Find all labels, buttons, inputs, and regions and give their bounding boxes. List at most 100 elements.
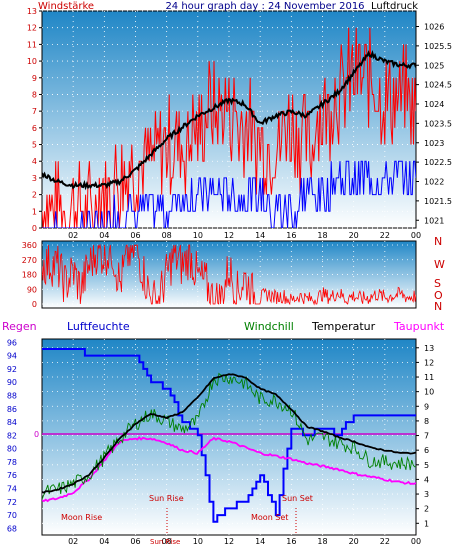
- panel-1-x-tick-label: 12: [224, 231, 234, 240]
- luftfeuchte-tick-label: 68: [7, 524, 17, 533]
- temperatur-tick-label: 10: [424, 388, 434, 397]
- panel-1-x-tick-label: 20: [349, 231, 359, 240]
- luftfeuchte-tick-label: 80: [7, 445, 17, 454]
- taupunkt-line: [42, 436, 416, 503]
- sun-rise-axis-label: Sun Rise: [150, 538, 180, 546]
- sun-set-label: Sun Set: [282, 494, 313, 503]
- luftdruck-tick-label: 1024: [424, 100, 444, 109]
- luftdruck-tick-label: 1023: [424, 139, 444, 148]
- luftdruck-tick-label: 1021: [424, 216, 444, 225]
- panel-1-x-tick-label: 10: [193, 231, 203, 240]
- temperatur-tick-label: 2: [424, 505, 429, 514]
- panel-3-x-tick-label: 02: [68, 537, 78, 546]
- legend-luftfeuchte: Luftfeuchte: [67, 320, 130, 333]
- luftfeuchte-tick-label: 94: [7, 352, 17, 361]
- windstaerke-tick-label: 4: [32, 157, 37, 166]
- panel-2-left-axis: 0 90 180 270 360: [22, 241, 37, 309]
- windstaerke-tick-label: 8: [32, 90, 37, 99]
- luftdruck-axis-label: Luftdruck: [371, 1, 418, 12]
- panel-3-x-tick-label: 14: [255, 537, 265, 546]
- windrichtung-tick-label: 360: [22, 241, 37, 250]
- windrichtung-tick-label: 180: [22, 271, 37, 280]
- luftdruck-tick-label: 1022.5: [424, 158, 452, 167]
- panel-3-x-tick-label: 18: [317, 537, 327, 546]
- windstaerke-tick-label: 3: [32, 174, 37, 183]
- luftfeuchte-tick-label: 92: [7, 365, 17, 374]
- luftdruck-tick-label: 1023.5: [424, 119, 452, 128]
- panel-3-x-tick-label: 20: [349, 537, 359, 546]
- panel-3-x-tick-label: 00: [411, 537, 421, 546]
- luftdruck-tick-label: 1026: [424, 23, 444, 32]
- panel-1-x-tick-label: 02: [68, 231, 78, 240]
- panel-1-x-tick-label: 04: [99, 231, 109, 240]
- windstaerke-tick-label: 11: [27, 40, 37, 49]
- panel-1-x-tick-label: 16: [286, 231, 296, 240]
- temperatur-tick-label: 1: [424, 519, 429, 528]
- windstaerke-tick-label: 5: [32, 141, 37, 150]
- windrichtung-line: [42, 243, 416, 306]
- luftfeuchte-tick-label: 88: [7, 391, 17, 400]
- windstaerke-tick-label: 7: [32, 107, 37, 116]
- panel-3-x-tick-label: 22: [380, 537, 390, 546]
- luftfeuchte-tick-label: 78: [7, 458, 17, 467]
- moon-set-label: Moon Set: [251, 513, 288, 522]
- chart-title: 24 hour graph day : 24 November 2016: [165, 1, 364, 12]
- windrichtung-tick-label: 270: [22, 256, 37, 265]
- panel-1-x-tick-label: 06: [130, 231, 140, 240]
- temperatur-tick-label: 4: [424, 475, 429, 484]
- panel-3-x-tick-label: 04: [99, 537, 109, 546]
- windstaerke-tick-label: 0: [32, 224, 37, 233]
- panel-1-x-tick-label: 14: [255, 231, 265, 240]
- temperatur-tick-label: 8: [424, 417, 429, 426]
- luftdruck-tick-label: 1022: [424, 178, 444, 187]
- compass-label: S: [434, 277, 441, 290]
- luftdruck-tick-label: 1025: [424, 61, 444, 70]
- temperatur-tick-label: 6: [424, 446, 429, 455]
- temperatur-line: [42, 373, 416, 494]
- compass-label: O: [434, 289, 443, 302]
- panel-1-x-axis: 02 04 06 08 10 12 14 16 18 20 22 00: [68, 231, 421, 240]
- panel-3-left-axis: 68 70 72 74 76 78 80 82 84 86 88 90 92 94 96: [7, 338, 17, 533]
- legend-windchill: Windchill: [244, 320, 294, 333]
- windstaerke-tick-label: 12: [27, 24, 37, 33]
- legend-taupunkt: Taupunkt: [393, 320, 445, 333]
- panel-1-x-tick-label: 00: [411, 231, 421, 240]
- luftdruck-tick-label: 1021.5: [424, 197, 452, 206]
- windstaerke-tick-label: 6: [32, 124, 37, 133]
- sun-rise-label: Sun Rise: [149, 494, 184, 503]
- panel-1-x-tick-label: 08: [162, 231, 172, 240]
- luftfeuchte-tick-label: 72: [7, 498, 17, 507]
- luftfeuchte-tick-label: 76: [7, 471, 17, 480]
- panel-1-series: [42, 27, 416, 228]
- rain-zero-label: 0: [34, 430, 39, 439]
- windstaerke-line: [42, 27, 416, 228]
- panel-1-x-tick-label: 22: [380, 231, 390, 240]
- luftfeuchte-line: [42, 348, 416, 523]
- luftfeuchte-tick-label: 74: [7, 484, 17, 493]
- compass-label: W: [434, 258, 445, 271]
- panel-3-x-tick-label: 08: [162, 537, 172, 546]
- luftfeuchte-tick-label: 70: [7, 511, 17, 520]
- luftfeuchte-tick-label: 82: [7, 431, 17, 440]
- compass-label: N: [434, 235, 442, 248]
- temperatur-tick-label: 5: [424, 461, 429, 470]
- luftdruck-tick-label: 1024.5: [424, 81, 452, 90]
- temperatur-tick-label: 7: [424, 432, 429, 441]
- panel-3-background: [41, 338, 417, 536]
- legend-regen: Regen: [2, 320, 37, 333]
- luftfeuchte-tick-label: 90: [7, 378, 17, 387]
- compass-label: N: [434, 300, 442, 313]
- panel-3-x-tick-label: 16: [286, 537, 296, 546]
- luftdruck-tick-label: 1025.5: [424, 42, 452, 51]
- luftfeuchte-tick-label: 86: [7, 405, 17, 414]
- panel-1-right-axis: 1021 1021.5 1022 1022.5 1023 1023.5 1024 1024.5…: [416, 23, 452, 225]
- panel-3-x-tick-label: 12: [224, 537, 234, 546]
- temperatur-tick-label: 12: [424, 358, 434, 367]
- windstaerke-tick-label: 2: [32, 191, 37, 200]
- luftdruck-line: [42, 49, 416, 191]
